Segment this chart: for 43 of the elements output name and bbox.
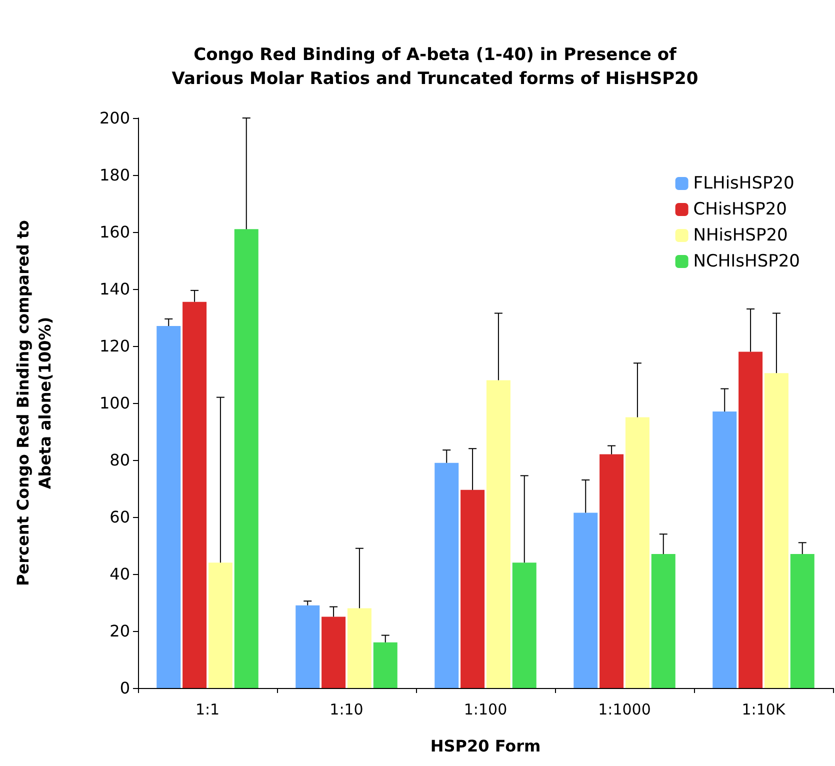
bar [651,554,676,688]
bar [373,642,398,688]
bar [434,462,459,688]
y-tick-label: 100 [99,394,130,412]
legend-label: NCHIsHSP20 [693,252,800,272]
bar [296,605,320,688]
x-tick-label: 1:10K [742,700,786,718]
y-tick-label: 20 [110,622,130,640]
y-tick-label: 180 [99,166,130,184]
bar [512,562,536,688]
legend-label: NHisHSP20 [693,226,788,246]
x-tick-label: 1:1 [195,700,220,718]
bar [347,608,372,688]
bar [234,229,258,688]
y-tick-label: 120 [99,336,130,356]
bar [156,326,181,688]
bar [322,616,346,688]
bar [574,512,598,688]
legend-label: CHisHSP20 [693,200,788,220]
bar [600,454,624,688]
y-tick-label: 60 [110,508,130,526]
x-tick-label: 1:1000 [598,700,651,718]
bar [738,352,763,688]
bar [764,373,788,688]
bar [460,490,485,688]
y-tick-label: 140 [99,280,130,298]
y-axis-title: Percent Congo Red Binding compared to Abeta alone(100%) [14,220,54,586]
y-tick-label: 80 [110,450,130,470]
bar [712,412,737,688]
y-tick-label: 160 [99,222,130,242]
x-axis-title: HSP20 Form [430,736,541,756]
chart-title: Congo Red Binding of A-beta (1-40) in Presence of Various Molar Ratios and Truncated forms of HisHSP20 [172,45,698,89]
y-tick-label: 40 [110,564,130,584]
bar [790,554,814,688]
bar [625,417,650,688]
y-tick-label: 0 [120,678,130,698]
legend-label: FLHisHSP20 [693,174,794,194]
bar [486,380,510,688]
bar [208,562,232,688]
y-tick-label: 200 [99,108,130,128]
x-tick-label: 1:10 [330,700,364,718]
bar [182,302,207,688]
x-tick-label: 1:100 [464,700,508,718]
